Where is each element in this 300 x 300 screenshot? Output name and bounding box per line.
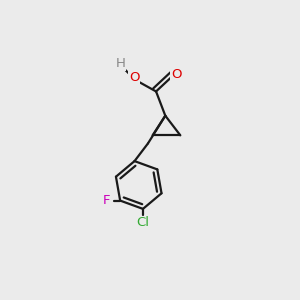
Text: O: O	[129, 70, 140, 84]
Text: O: O	[171, 68, 181, 81]
Text: H: H	[115, 57, 125, 70]
Text: F: F	[103, 194, 110, 207]
Text: Cl: Cl	[136, 216, 149, 229]
